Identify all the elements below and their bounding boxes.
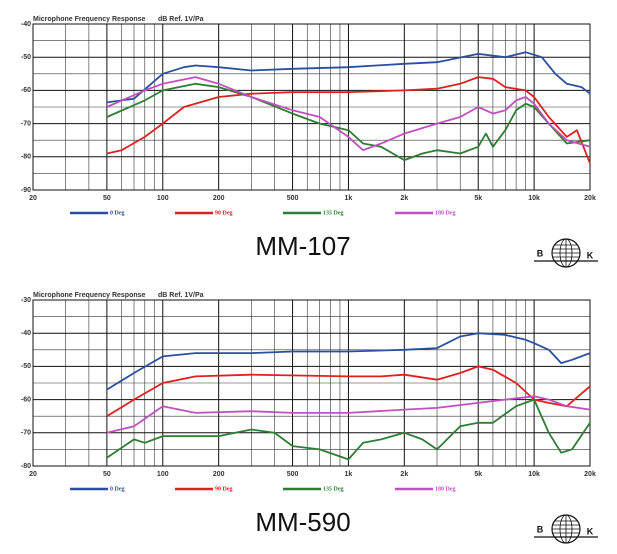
chart-title: Microphone Frequency Response: [33, 16, 146, 23]
legend-label: 0 Deg: [110, 486, 125, 492]
legend-label: 135 Deg: [323, 486, 344, 492]
x-tick-label: 20k: [584, 471, 596, 478]
y-tick-label: -50: [21, 363, 31, 370]
logo-left: B: [537, 248, 544, 258]
y-tick-label: -70: [21, 430, 31, 437]
y-tick-label: -80: [21, 463, 31, 470]
series-line: [106, 82, 591, 161]
series-line: [106, 332, 591, 391]
y-tick-label: -60: [21, 396, 31, 403]
y-tick-label: -90: [21, 187, 31, 194]
chart-title: Microphone Frequency Response: [33, 292, 146, 299]
series-line: [106, 395, 591, 434]
series-line: [106, 51, 591, 104]
legend-label: 180 Deg: [435, 486, 456, 492]
series-line: [106, 365, 591, 417]
x-tick-label: 50: [103, 195, 111, 202]
x-tick-label: 10k: [528, 471, 540, 478]
chart-caption: MM-107: [255, 231, 350, 261]
legend-label: 180 Deg: [435, 210, 456, 216]
x-tick-label: 1k: [345, 471, 353, 478]
logo-left: B: [537, 524, 544, 534]
x-tick-label: 100: [157, 195, 169, 202]
x-tick-label: 50: [103, 471, 111, 478]
x-tick-label: 20: [29, 471, 37, 478]
logo-right: K: [587, 250, 594, 260]
y-tick-label: -80: [21, 154, 31, 161]
x-tick-label: 500: [287, 195, 299, 202]
chart: 20 50 100 200 500 1k 2k 5k 10k 20k -30 -40 -50 -60 -70…: [21, 292, 598, 544]
x-tick-label: 20k: [584, 195, 596, 202]
x-tick-label: 2k: [400, 471, 408, 478]
x-tick-label: 100: [157, 471, 169, 478]
x-tick-label: 200: [213, 195, 225, 202]
y-tick-label: -30: [21, 297, 31, 304]
x-tick-label: 1k: [345, 195, 353, 202]
y-tick-label: -70: [21, 120, 31, 127]
y-tick-label: -50: [21, 54, 31, 61]
x-tick-label: 5k: [474, 471, 482, 478]
chart: 20 50 100 200 500 1k 2k 5k 10k 20k -40 -50 -60 -70 -80…: [21, 16, 598, 268]
legend-label: 90 Deg: [215, 210, 233, 216]
x-tick-label: 10k: [528, 195, 540, 202]
y-axis-label: dB Ref. 1V/Pa: [158, 16, 204, 23]
series-line: [106, 76, 591, 164]
x-tick-label: 500: [287, 471, 299, 478]
series-line: [106, 398, 591, 461]
legend-label: 135 Deg: [323, 210, 344, 216]
y-tick-label: -40: [21, 21, 31, 28]
logo-right: K: [587, 526, 594, 536]
legend-label: 90 Deg: [215, 486, 233, 492]
x-tick-label: 5k: [474, 195, 482, 202]
chart-caption: MM-590: [255, 507, 350, 537]
y-axis-label: dB Ref. 1V/Pa: [158, 292, 204, 299]
y-tick-label: -40: [21, 330, 31, 337]
y-tick-label: -60: [21, 87, 31, 94]
series-line: [106, 76, 591, 152]
x-tick-label: 2k: [400, 195, 408, 202]
legend-label: 0 Deg: [110, 210, 125, 216]
x-tick-label: 20: [29, 195, 37, 202]
x-tick-label: 200: [213, 471, 225, 478]
